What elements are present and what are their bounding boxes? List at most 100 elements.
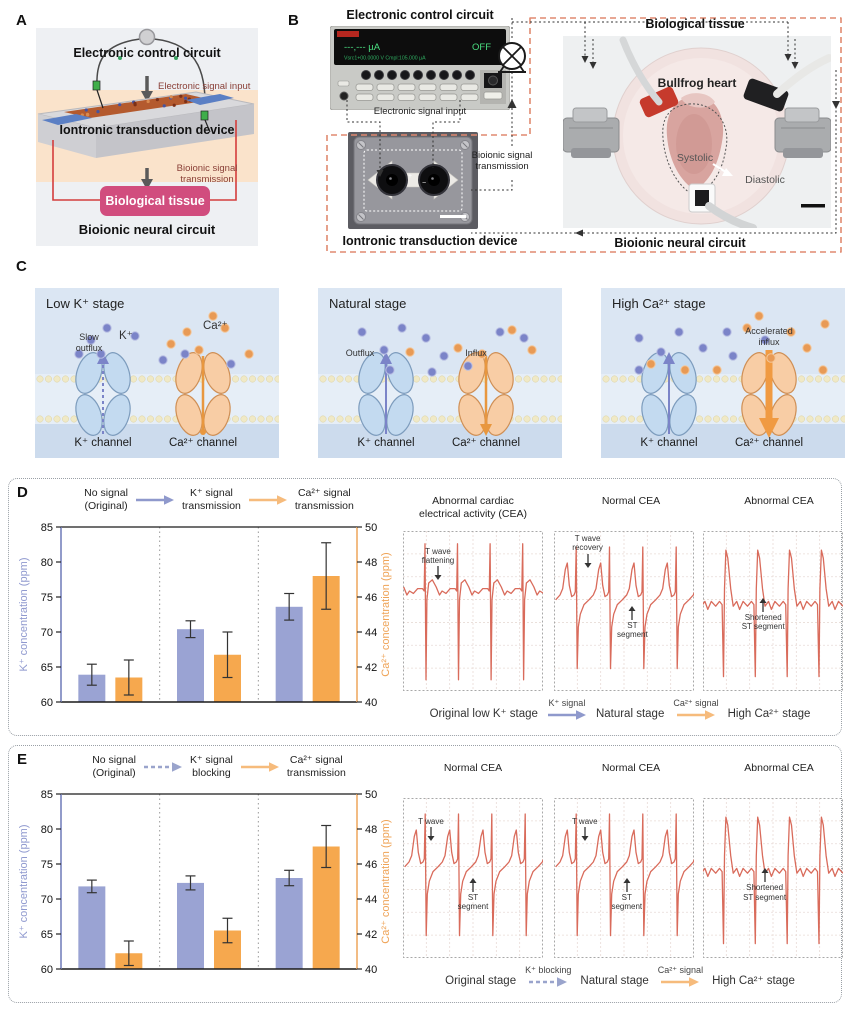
stage-label: High Ca²⁺ stage: [712, 973, 795, 988]
electronic-signal-input-label: Electronic signal input: [158, 82, 260, 92]
svg-text:Vsrc1+00.0000 V Cmpl:105.000: Vsrc1+00.0000 V Cmpl:105.000 µA: [344, 56, 426, 62]
legend-item: Ca²⁺ signal transmission: [287, 754, 346, 779]
ecg-annotation: T wave recovery: [560, 534, 616, 567]
ecg-annotation: Shortened ST segment: [735, 598, 791, 631]
panel-c-label: C: [16, 258, 27, 275]
k-channel-label: K⁺ channel: [51, 435, 155, 449]
stage-label: Original low K⁺ stage: [430, 706, 538, 721]
chart-legend: No signal (Original) K⁺ signal blocking Ca…: [49, 754, 389, 779]
panel-a-label: A: [16, 12, 27, 29]
ecg-title: Abnormal CEA: [697, 762, 850, 775]
ca-flux-label: Accelerated influx: [731, 326, 807, 348]
svg-text:65: 65: [41, 662, 53, 674]
svg-text:44: 44: [365, 627, 377, 639]
svg-text:70: 70: [41, 894, 53, 906]
systolic-label: Systolic: [655, 152, 735, 164]
ca-channel-label: Ca²⁺ channel: [151, 435, 255, 449]
arrow-up-icon: [468, 878, 478, 893]
panel-d-label: D: [17, 484, 28, 501]
panel-a: Electronic control circuit Electronic si…: [36, 28, 258, 246]
svg-text:70: 70: [41, 627, 53, 639]
svg-text:75: 75: [41, 859, 53, 871]
ecg-annotation: T wave: [557, 817, 613, 841]
ecg-annotation: ST segment: [599, 878, 655, 911]
svg-text:50: 50: [365, 522, 377, 534]
ecg-trace: Shortened ST segment: [703, 531, 843, 691]
arrow-down-icon: [426, 826, 436, 841]
bullfrog-heart-photo: [563, 36, 831, 228]
k-channel-label: K⁺ channel: [334, 435, 438, 449]
bioionic-neural-circuit-caption: Bioionic neural circuit: [36, 222, 258, 237]
diastolic-label: Diastolic: [715, 174, 815, 186]
svg-text:85: 85: [41, 789, 53, 801]
membrane-diagram: [601, 288, 845, 458]
svg-text:Ca²⁺ concentration (ppm): Ca²⁺ concentration (ppm): [380, 819, 392, 943]
ca-ion-label: Ca²⁺: [203, 318, 228, 332]
ecg-title: Normal CEA: [549, 495, 713, 508]
svg-text:OFF: OFF: [472, 42, 491, 53]
arrow-up-icon: [622, 878, 632, 893]
svg-text:60: 60: [41, 697, 53, 709]
stage-label: Original stage: [445, 975, 516, 988]
svg-text:42: 42: [365, 662, 377, 674]
svg-text:−: −: [422, 180, 426, 187]
bullfrog-heart-label: Bullfrog heart: [585, 76, 809, 90]
stage-title: High Ca²⁺ stage: [612, 296, 706, 312]
arrow-down-icon: [433, 565, 443, 580]
sourcemeter-photo: ---,--- µA OFF Vsrc1+00.0000 V Cmpl:105.00…: [330, 26, 510, 110]
k-ion-label: K⁺: [119, 328, 133, 342]
arrow-down-icon: [580, 826, 590, 841]
svg-text:K⁺ concentration (ppm): K⁺ concentration (ppm): [18, 824, 30, 938]
ecg-annotation: Shortened ST segment: [737, 868, 793, 901]
ecg-title: Abnormal CEA: [697, 495, 850, 508]
membrane-stage-high-ca: High Ca²⁺ stage Accelerated influx K⁺ ch…: [601, 288, 845, 458]
membrane-stage-natural: Natural stage Outflux Influx K⁺ channel …: [318, 288, 562, 458]
stage-label: High Ca²⁺ stage: [728, 706, 811, 721]
ecg-trace: Shortened ST segment: [703, 798, 843, 958]
control-circuit-title: Electronic control circuit: [36, 46, 258, 60]
voltage-source-icon: [140, 30, 155, 45]
stage-sequence: Original low K⁺ stage K⁺ signal Natural …: [397, 699, 843, 721]
svg-text:46: 46: [365, 592, 377, 604]
svg-text:44: 44: [365, 894, 377, 906]
svg-text:40: 40: [365, 964, 377, 976]
ecg-annotation: T wave flattening: [410, 547, 466, 580]
biological-tissue-box: Biological tissue: [100, 186, 210, 216]
legend-item: Ca²⁺ signal transmission: [295, 487, 354, 512]
iontronic-device-title: Iontronic transduction device: [36, 123, 258, 137]
membrane-diagram: [318, 288, 562, 458]
svg-text:46: 46: [365, 859, 377, 871]
b-device-label: Iontronic transduction device: [330, 234, 530, 248]
ca-flux-label: Influx: [448, 348, 504, 359]
ecg-trace: T wave ST segment: [403, 798, 543, 958]
b-tissue-title: Biological tissue: [575, 17, 815, 31]
k-flux-label: Slow outflux: [57, 332, 121, 354]
membrane-stage-low-k: Low K⁺ stage K⁺ Ca²⁺ Slow outflux K⁺ cha…: [35, 288, 279, 458]
panel-e-label: E: [17, 751, 27, 768]
signal-arrow-icon: Ca²⁺ signal: [658, 966, 703, 988]
legend-item: No signal (Original): [92, 754, 136, 779]
svg-text:75: 75: [41, 592, 53, 604]
b-signal-input-label: Electronic signal input: [340, 107, 500, 118]
signal-arrow-icon: Ca²⁺ signal: [673, 699, 718, 721]
arrow-up-icon: [758, 598, 768, 613]
ecg-title: Normal CEA: [391, 762, 555, 775]
panel-d: D No signal (Original) K⁺ signal transmiss…: [8, 478, 842, 736]
arrow-up-icon: [760, 868, 770, 883]
dual-axis-bar-chart: 60 65 70 75 80 85 40 42 44 46 48 50 K⁺ concentration…: [11, 786, 403, 998]
svg-text:85: 85: [41, 522, 53, 534]
b-control-title: Electronic control circuit: [330, 8, 510, 22]
ca-channel-label: Ca²⁺ channel: [434, 435, 538, 449]
panel-e: E No signal (Original) K⁺ signal blocking …: [8, 745, 842, 1003]
stage-label: Natural stage: [596, 708, 664, 721]
ecg-trace: T wave recovery ST segment: [554, 531, 694, 691]
b-transmission-label: Bioionic signal transmission: [456, 151, 548, 173]
stage-title: Natural stage: [329, 296, 406, 311]
ecg-title: Abnormal cardiac electrical activity (CEA…: [391, 495, 555, 521]
signal-arrow-icon: [248, 494, 288, 506]
svg-text:65: 65: [41, 929, 53, 941]
ecg-annotation: ST segment: [445, 878, 501, 911]
panel-b: Electronic control circuit ---,--- µA OFF…: [285, 0, 850, 260]
svg-text:48: 48: [365, 824, 377, 836]
svg-text:Ca²⁺ concentration (ppm): Ca²⁺ concentration (ppm): [380, 552, 392, 676]
